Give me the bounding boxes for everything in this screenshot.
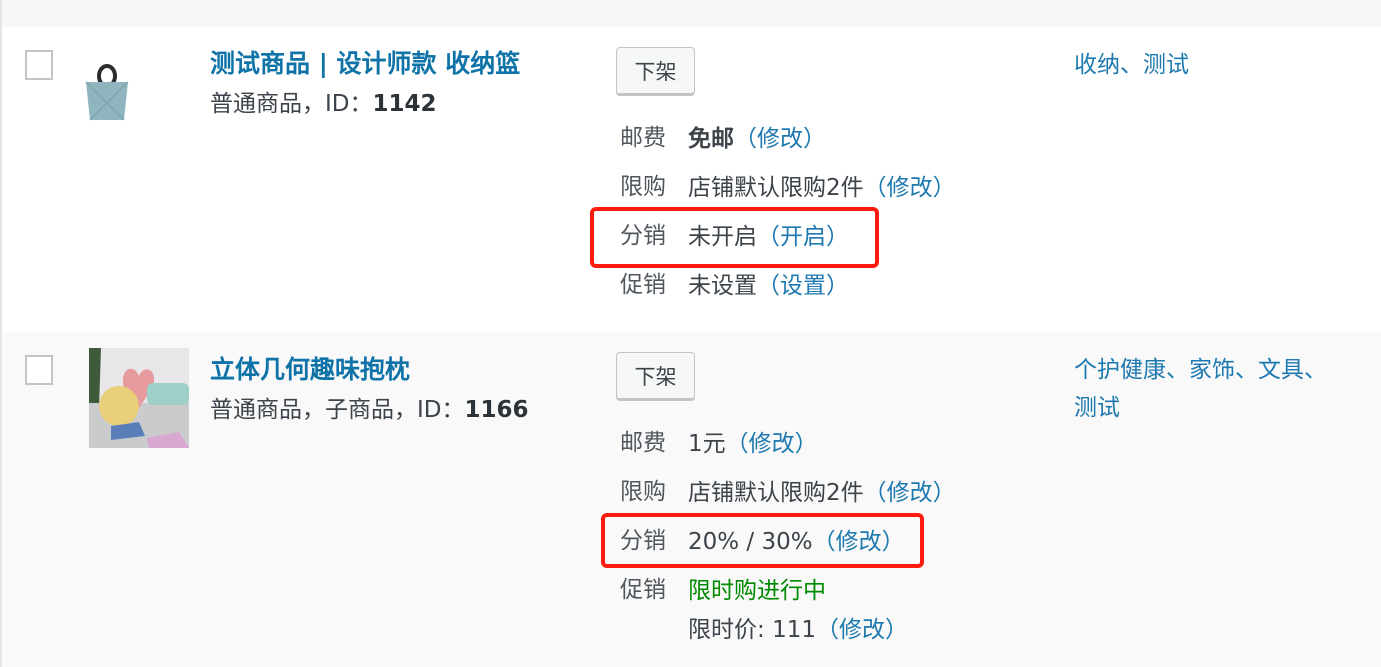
promotion-label: 促销 <box>620 272 666 298</box>
limit-value: 店铺默认限购2件（修改） <box>688 173 956 203</box>
row-checkbox[interactable] <box>25 355 53 385</box>
promotion-value: 未设置（设置） <box>688 271 849 301</box>
product-title[interactable]: 测试商品 | 设计师款 收纳篮 <box>210 49 521 78</box>
edit-flash-price-link[interactable]: （修改） <box>815 617 908 643</box>
distribution-value: 20% / 30%（修改） <box>688 527 905 557</box>
table-row: 测试商品 | 设计师款 收纳篮 普通商品，ID：1142 下架 邮费 免邮（修改… <box>2 27 1381 332</box>
postage-text: 1元 <box>688 431 726 457</box>
product-categories-line1[interactable]: 个护健康、家饰、文具、 <box>1074 357 1327 383</box>
postage-label: 邮费 <box>620 430 666 456</box>
postage-value: 免邮（修改） <box>688 124 826 154</box>
promotion-status: 限时购进行中 <box>688 578 826 604</box>
table-header-strip <box>0 0 1381 27</box>
row-checkbox[interactable] <box>25 50 53 80</box>
distribution-label: 分销 <box>620 528 666 554</box>
edit-limit-link[interactable]: （修改） <box>863 480 956 506</box>
edit-postage-link[interactable]: （修改） <box>734 126 826 152</box>
promotion-label: 促销 <box>620 577 666 603</box>
distribution-label: 分销 <box>620 223 666 249</box>
postage-label: 邮费 <box>620 125 666 151</box>
product-title[interactable]: 立体几何趣味抱枕 <box>210 355 411 384</box>
product-id: 1166 <box>464 397 529 423</box>
distribution-value: 未开启（开启） <box>688 222 849 252</box>
product-categories-line2[interactable]: 测试 <box>1074 395 1120 421</box>
limit-label: 限购 <box>620 174 666 200</box>
postage-text: 免邮 <box>688 126 734 152</box>
flash-sale-price: 限时价: 111（修改） <box>688 615 908 645</box>
edit-distribution-link[interactable]: （修改） <box>812 529 905 555</box>
product-id: 1142 <box>372 91 437 117</box>
unlist-button[interactable]: 下架 <box>616 47 695 96</box>
limit-text: 店铺默认限购2件 <box>688 175 864 201</box>
product-type-id: 普通商品，子商品，ID：1166 <box>210 395 529 425</box>
set-promotion-link[interactable]: （设置） <box>757 273 849 299</box>
product-type-id: 普通商品，ID：1142 <box>210 89 437 119</box>
product-categories[interactable]: 收纳、测试 <box>1074 52 1189 78</box>
limit-value: 店铺默认限购2件（修改） <box>688 478 956 508</box>
product-type: 普通商品，ID： <box>210 91 373 117</box>
distribution-text: 未开启 <box>688 224 757 250</box>
postage-value: 1元（修改） <box>688 429 818 459</box>
promotion-text: 未设置 <box>688 273 757 299</box>
limit-text: 店铺默认限购2件 <box>688 480 864 506</box>
unlist-button[interactable]: 下架 <box>616 352 695 401</box>
product-type: 普通商品，子商品，ID： <box>210 397 465 423</box>
edit-limit-link[interactable]: （修改） <box>863 175 956 201</box>
distribution-highlight-box <box>590 207 879 268</box>
enable-distribution-link[interactable]: （开启） <box>757 224 849 250</box>
distribution-highlight-box <box>601 513 924 568</box>
product-thumbnail-basket <box>82 62 132 128</box>
table-row: 立体几何趣味抱枕 普通商品，子商品，ID：1166 下架 邮费 1元（修改） 限… <box>2 332 1381 667</box>
distribution-text: 20% / 30% <box>688 529 813 555</box>
edit-postage-link[interactable]: （修改） <box>725 431 818 457</box>
limit-label: 限购 <box>620 479 666 505</box>
flash-price-value: 111 <box>772 617 816 643</box>
left-border <box>0 0 2 667</box>
product-thumbnail-pillow <box>89 348 189 452</box>
flash-price-label: 限时价: <box>688 617 773 643</box>
